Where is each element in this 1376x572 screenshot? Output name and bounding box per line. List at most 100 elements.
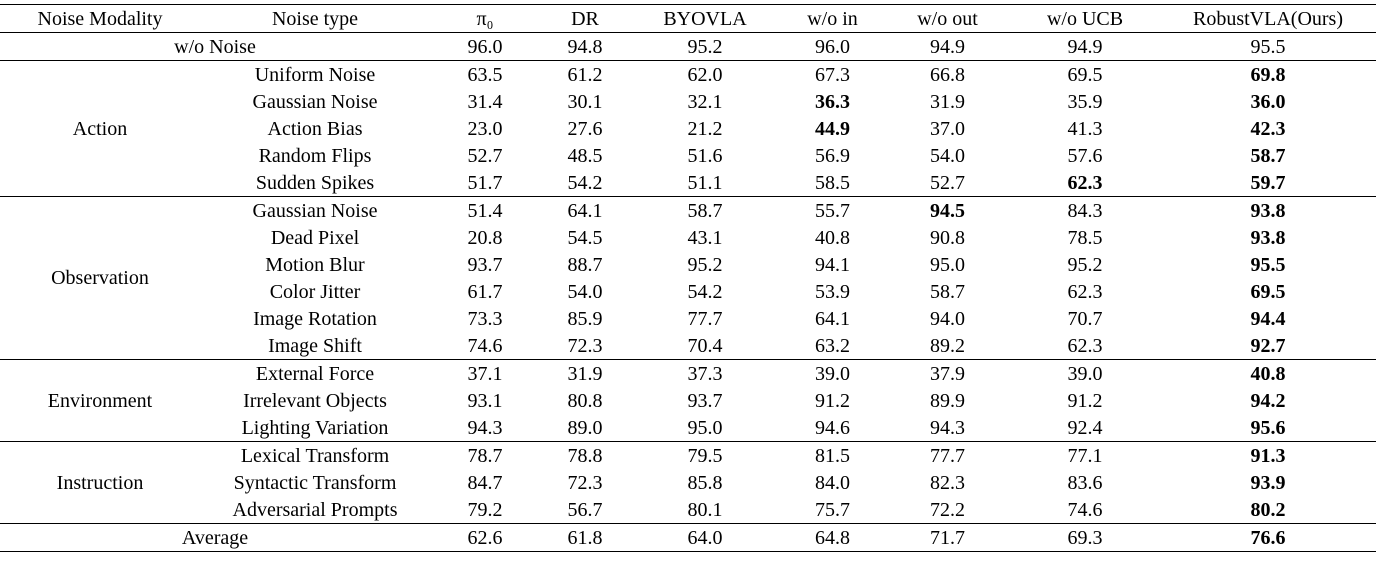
value-cell: 93.8: [1250, 199, 1286, 222]
data-row: Lighting Variation 94.3 89.0 95.0 94.6 94.3 92…: [0, 414, 1376, 442]
value-cell: 66.8: [930, 63, 965, 86]
column-header: w/o UCB: [1046, 7, 1124, 30]
noise-type: Random Flips: [258, 144, 372, 167]
value-cell: 89.9: [930, 389, 965, 412]
value-cell: 58.7: [930, 280, 965, 303]
row-label: Average: [181, 526, 249, 549]
value-cell: 72.3: [567, 471, 603, 494]
modality-cell: Action: [72, 117, 128, 140]
value-cell: 91.2: [815, 389, 850, 412]
value-cell: 61.7: [467, 280, 503, 303]
value-cell: 94.5: [930, 199, 965, 222]
value-cell: 77.7: [687, 307, 723, 330]
value-cell: 80.2: [1250, 498, 1286, 521]
noise-type: Gaussian Noise: [252, 90, 378, 113]
value-cell: 78.8: [567, 444, 603, 467]
header-row: Noise Modality Noise type π₀ DR BYOVLA w/o in…: [0, 4, 1376, 33]
value-cell: 81.5: [815, 444, 850, 467]
value-cell: 57.6: [1067, 144, 1103, 167]
value-cell: 74.6: [467, 334, 503, 357]
value-cell: 51.1: [687, 171, 723, 194]
value-cell: 54.2: [687, 280, 723, 303]
noise-type: Motion Blur: [265, 253, 365, 276]
value-cell: 37.1: [467, 362, 503, 385]
noise-type: Image Rotation: [253, 307, 377, 330]
value-cell: 94.9: [1067, 35, 1103, 58]
value-cell: 55.7: [815, 199, 850, 222]
value-cell: 76.6: [1250, 526, 1286, 549]
value-cell: 43.1: [687, 226, 723, 249]
value-cell: 62.6: [467, 526, 503, 549]
noise-type: Image Shift: [268, 334, 362, 357]
value-cell: 89.2: [930, 334, 965, 357]
value-cell: 54.0: [930, 144, 965, 167]
value-cell: 93.8: [1250, 226, 1286, 249]
value-cell: 51.6: [687, 144, 723, 167]
data-row: Adversarial Prompts 79.2 56.7 80.1 75.7 72.2 7…: [0, 496, 1376, 524]
value-cell: 73.3: [467, 307, 503, 330]
data-row: Motion Blur 93.7 88.7 95.2 94.1 95.0 95.2 95.5: [0, 251, 1376, 278]
value-cell: 79.2: [467, 498, 503, 521]
value-cell: 69.5: [1067, 63, 1103, 86]
value-cell: 95.2: [1067, 253, 1103, 276]
value-cell: 64.8: [815, 526, 850, 549]
value-cell: 64.0: [687, 526, 723, 549]
value-cell: 35.9: [1067, 90, 1103, 113]
value-cell: 31.9: [930, 90, 965, 113]
value-cell: 62.3: [1067, 334, 1103, 357]
value-cell: 94.4: [1250, 307, 1286, 330]
value-cell: 39.0: [1067, 362, 1103, 385]
value-cell: 69.5: [1250, 280, 1286, 303]
value-cell: 74.6: [1067, 498, 1103, 521]
noise-type: Gaussian Noise: [252, 199, 378, 222]
value-cell: 93.1: [467, 389, 503, 412]
value-cell: 40.8: [1250, 362, 1286, 385]
value-cell: 67.3: [815, 63, 850, 86]
value-cell: 94.2: [1250, 389, 1286, 412]
value-cell: 52.7: [467, 144, 503, 167]
noise-type: Adversarial Prompts: [232, 498, 398, 521]
value-cell: 95.2: [687, 253, 723, 276]
column-header: π₀: [476, 7, 494, 30]
noise-type: Sudden Spikes: [255, 171, 375, 194]
data-row: Observation Gaussian Noise 51.4 64.1 58.7 55.…: [0, 196, 1376, 289]
value-cell: 61.8: [567, 526, 603, 549]
value-cell: 84.3: [1067, 199, 1103, 222]
value-cell: 96.0: [815, 35, 850, 58]
data-row: Environment External Force 37.1 31.9 37.3 39.…: [0, 359, 1376, 412]
value-cell: 94.6: [815, 416, 850, 439]
value-cell: 20.8: [467, 226, 503, 249]
column-header: w/o out: [917, 7, 978, 30]
table-header: Noise Modality Noise type π₀ DR BYOVLA w/o in…: [0, 4, 1376, 33]
value-cell: 32.1: [687, 90, 723, 113]
value-cell: 95.0: [930, 253, 965, 276]
column-header: DR: [571, 7, 599, 30]
value-cell: 95.6: [1250, 416, 1286, 439]
value-cell: 30.1: [567, 90, 603, 113]
value-cell: 40.8: [815, 226, 850, 249]
page: {"table": { "header": ["Noise Modality",…: [0, 4, 1376, 572]
modality-cell: Environment: [47, 389, 153, 412]
value-cell: 61.2: [567, 63, 603, 86]
value-cell: 89.0: [567, 416, 603, 439]
value-cell: 64.1: [567, 199, 603, 222]
value-cell: 94.8: [567, 35, 603, 58]
value-cell: 41.3: [1067, 117, 1103, 140]
value-cell: 58.7: [687, 199, 723, 222]
value-cell: 92.4: [1067, 416, 1103, 439]
noise-type: External Force: [255, 362, 375, 385]
value-cell: 54.5: [567, 226, 603, 249]
value-cell: 58.7: [1250, 144, 1286, 167]
noise-type: Uniform Noise: [254, 63, 376, 86]
value-cell: 96.0: [467, 35, 503, 58]
value-cell: 42.3: [1250, 117, 1286, 140]
value-cell: 21.2: [687, 117, 723, 140]
value-cell: 92.7: [1250, 334, 1286, 357]
noise-type: Action Bias: [267, 117, 363, 140]
value-cell: 94.9: [930, 35, 965, 58]
value-cell: 70.4: [687, 334, 723, 357]
row-label: w/o Noise: [174, 35, 256, 58]
value-cell: 93.7: [687, 389, 723, 412]
value-cell: 79.5: [687, 444, 723, 467]
value-cell: 39.0: [815, 362, 850, 385]
